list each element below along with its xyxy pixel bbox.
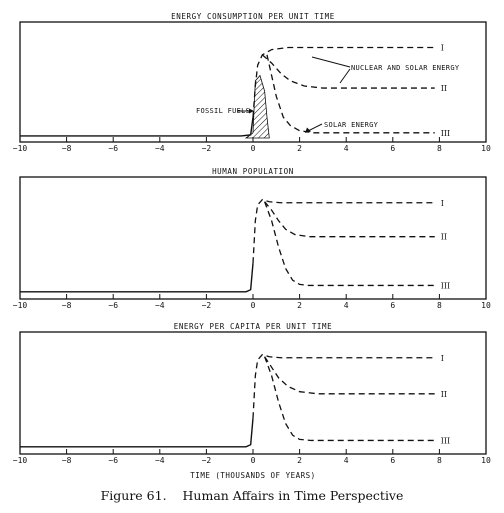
x-tick-label: −8: [62, 301, 72, 310]
series-label-i: I: [441, 44, 444, 53]
series-label-iii: III: [441, 281, 450, 290]
x-tick-label: 8: [437, 144, 442, 153]
series-line-i-history: [20, 263, 254, 293]
x-tick-label: −10: [13, 301, 28, 310]
x-tick-label: −4: [155, 301, 165, 310]
x-tick-label: −2: [202, 456, 212, 465]
series-line-ii: [264, 356, 435, 395]
arrow-solar: [307, 123, 323, 132]
fossil-fuels-area: [244, 74, 270, 139]
x-tick-label: 4: [344, 456, 349, 465]
series-label-iii: III: [441, 436, 450, 445]
shaded-area-group: [244, 74, 270, 139]
series-line-i-history: [20, 117, 254, 137]
figure-caption: Figure 61. Human Affairs in Time Perspec…: [0, 488, 504, 503]
x-tick-label: 8: [437, 301, 442, 310]
caption-number: Figure 61.: [100, 488, 167, 503]
x-tick-label: 2: [297, 144, 302, 153]
series-line-i: [252, 198, 435, 264]
x-tick-label: −10: [13, 456, 28, 465]
series-line-iii: [264, 356, 435, 442]
x-tick-label: 6: [390, 456, 395, 465]
x-ticks: −10 −8 −6 −4 −2 0 2 4 6 8 10: [13, 449, 491, 465]
arrow-solar-head: [305, 127, 311, 133]
panel-title: HUMAN POPULATION: [212, 167, 294, 176]
arrow-fossil-head: [249, 108, 254, 114]
x-tick-label: 0: [251, 144, 256, 153]
x-tick-label: 6: [390, 144, 395, 153]
x-axis-label: TIME (THOUSANDS OF YEARS): [190, 471, 315, 480]
series-label-i: I: [441, 354, 444, 363]
x-tick-label: −8: [62, 144, 72, 153]
x-tick-label: −8: [62, 456, 72, 465]
series-line-i: [252, 353, 435, 419]
annotation-solar-energy: SOLAR ENERGY: [324, 121, 379, 129]
series-line-ii: [261, 54, 435, 89]
x-tick-label: −6: [108, 456, 118, 465]
x-tick-label: 10: [481, 144, 491, 153]
x-tick-label: −4: [155, 456, 165, 465]
panel-title: ENERGY CONSUMPTION PER UNIT TIME: [171, 12, 335, 21]
annotation-fossil-fuels: FOSSIL FUELS: [196, 107, 250, 115]
x-tick-label: 10: [481, 301, 491, 310]
series-label-ii: II: [441, 233, 447, 242]
x-tick-label: 4: [344, 301, 349, 310]
x-tick-label: −6: [108, 144, 118, 153]
annotation-nuclear-solar: NUCLEAR AND SOLAR ENERGY: [351, 64, 460, 72]
series-label-i: I: [441, 199, 444, 208]
x-tick-label: 0: [251, 301, 256, 310]
arrow-nuclear-to-i: [311, 56, 351, 68]
x-ticks: −10 −8 −6 −4 −2 0 2 4 6 8 10: [13, 294, 491, 310]
x-tick-label: 0: [251, 456, 256, 465]
series-label-ii: II: [441, 84, 447, 93]
series-group: [20, 353, 435, 448]
x-tick-label: 10: [481, 456, 491, 465]
panel-human-population: HUMAN POPULATION −10 −8 −6 −4 −2 0 2 4 6 8 10 IIII…: [13, 167, 491, 310]
series-label-ii: II: [441, 390, 447, 399]
caption-text: Human Affairs in Time Perspective: [182, 488, 404, 503]
x-tick-label: 6: [390, 301, 395, 310]
x-tick-label: 8: [437, 456, 442, 465]
arrow-nuclear-to-ii: [339, 68, 351, 84]
series-line-i-history: [20, 418, 254, 448]
series-line-iii: [266, 54, 435, 134]
panel-energy-per-capita: ENERGY PER CAPITA PER UNIT TIME −10 −8 −6−…: [13, 322, 491, 465]
series-label-iii: III: [441, 129, 450, 138]
x-ticks: −10 −8 −6 −4 −2 0 2 4 6 8 10: [13, 137, 491, 153]
panel-frame: [19, 331, 487, 455]
panel-title: ENERGY PER CAPITA PER UNIT TIME: [174, 322, 333, 331]
panel-frame: [19, 176, 487, 300]
x-tick-label: 2: [297, 301, 302, 310]
series-group: [20, 46, 435, 137]
x-tick-label: −10: [13, 144, 28, 153]
panel-energy-consumption: ENERGY CONSUMPTION PER UNIT TIME −10 −8 −6…: [13, 12, 491, 153]
x-tick-label: −2: [202, 301, 212, 310]
series-group: [20, 198, 435, 293]
x-tick-label: −6: [108, 301, 118, 310]
x-tick-label: −2: [202, 144, 212, 153]
series-line-iii: [264, 201, 435, 287]
series-line-ii: [264, 201, 435, 238]
x-tick-label: 4: [344, 144, 349, 153]
x-tick-label: 2: [297, 456, 302, 465]
x-tick-label: −4: [155, 144, 165, 153]
